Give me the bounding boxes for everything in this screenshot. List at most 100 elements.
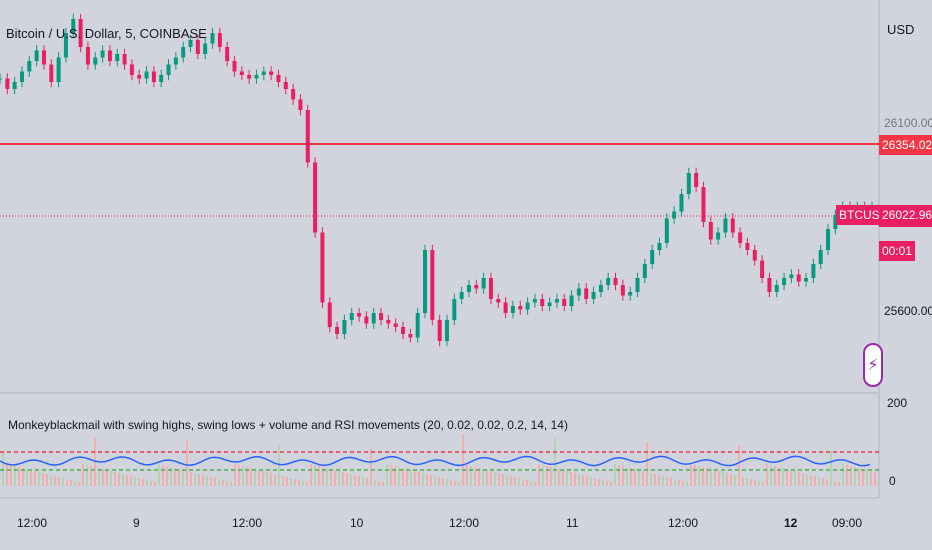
price-candle[interactable] xyxy=(225,47,230,61)
price-candle[interactable] xyxy=(598,285,603,292)
price-candle[interactable] xyxy=(723,218,728,233)
price-candle[interactable] xyxy=(239,71,244,76)
price-candle[interactable] xyxy=(254,75,259,79)
price-candle[interactable] xyxy=(27,61,32,72)
price-candle[interactable] xyxy=(19,71,24,83)
price-candle[interactable] xyxy=(305,110,310,163)
price-candle[interactable] xyxy=(195,40,200,54)
price-candle[interactable] xyxy=(247,75,252,79)
price-candle[interactable] xyxy=(379,313,384,320)
price-candle[interactable] xyxy=(63,33,68,58)
price-candle[interactable] xyxy=(635,278,640,292)
price-candle[interactable] xyxy=(474,285,479,289)
price-candle[interactable] xyxy=(833,215,838,229)
price-candle[interactable] xyxy=(430,250,435,320)
price-candle[interactable] xyxy=(5,78,10,90)
price-candle[interactable] xyxy=(34,50,39,62)
price-candle[interactable] xyxy=(547,302,552,307)
flash-icon[interactable]: ⚡ xyxy=(863,343,883,387)
price-candle[interactable] xyxy=(181,47,186,58)
price-candle[interactable] xyxy=(613,278,618,285)
price-candle[interactable] xyxy=(71,19,76,33)
price-candle[interactable] xyxy=(444,320,449,341)
price-candle[interactable] xyxy=(620,285,625,296)
price-candle[interactable] xyxy=(261,71,266,76)
price-candle[interactable] xyxy=(459,292,464,299)
price-candle[interactable] xyxy=(122,54,127,65)
price-candle[interactable] xyxy=(276,75,281,82)
price-candle[interactable] xyxy=(657,243,662,250)
price-candle[interactable] xyxy=(679,194,684,212)
price-candle[interactable] xyxy=(357,313,362,317)
price-candle[interactable] xyxy=(210,33,215,44)
price-candle[interactable] xyxy=(540,299,545,306)
indicator-title[interactable]: Monkeyblackmail with swing highs, swing … xyxy=(8,418,568,432)
price-candle[interactable] xyxy=(313,162,318,233)
price-candle[interactable] xyxy=(364,316,369,324)
price-candle[interactable] xyxy=(672,211,677,219)
symbol-tag[interactable]: BTCUSD xyxy=(836,205,892,225)
price-candle[interactable] xyxy=(569,295,574,307)
price-candle[interactable] xyxy=(85,47,90,65)
price-candle[interactable] xyxy=(166,64,171,76)
price-candle[interactable] xyxy=(510,306,515,313)
price-candle[interactable] xyxy=(650,250,655,264)
price-candle[interactable] xyxy=(269,71,274,76)
price-candle[interactable] xyxy=(320,232,325,303)
price-candle[interactable] xyxy=(466,285,471,292)
price-candle[interactable] xyxy=(93,57,98,65)
price-candle[interactable] xyxy=(41,50,46,65)
price-candle[interactable] xyxy=(738,232,743,244)
price-candle[interactable] xyxy=(532,299,537,303)
price-candle[interactable] xyxy=(232,61,237,72)
price-candle[interactable] xyxy=(562,299,567,306)
price-candle[interactable] xyxy=(591,292,596,299)
price-candle[interactable] xyxy=(335,327,340,334)
price-candle[interactable] xyxy=(423,250,428,313)
price-candle[interactable] xyxy=(0,78,2,80)
price-candle[interactable] xyxy=(760,260,765,279)
price-candle[interactable] xyxy=(716,232,721,240)
price-candle[interactable] xyxy=(159,75,164,82)
price-candle[interactable] xyxy=(628,292,633,296)
price-candle[interactable] xyxy=(56,57,61,83)
price-candle[interactable] xyxy=(730,218,735,233)
price-candle[interactable] xyxy=(503,302,508,314)
price-candle[interactable] xyxy=(342,320,347,334)
price-candle[interactable] xyxy=(606,278,611,285)
price-candle[interactable] xyxy=(78,19,83,47)
price-candle[interactable] xyxy=(818,250,823,264)
price-candle[interactable] xyxy=(496,299,501,303)
price-candle[interactable] xyxy=(107,50,112,62)
price-candle[interactable] xyxy=(767,278,772,292)
price-candle[interactable] xyxy=(408,334,413,338)
price-candle[interactable] xyxy=(12,82,17,89)
price-candle[interactable] xyxy=(518,306,523,310)
price-candle[interactable] xyxy=(826,229,831,250)
price-candle[interactable] xyxy=(452,299,457,320)
price-candle[interactable] xyxy=(393,323,398,328)
price-candle[interactable] xyxy=(283,82,288,89)
price-candle[interactable] xyxy=(525,302,530,310)
price-candle[interactable] xyxy=(752,250,757,261)
currency-label[interactable]: USD xyxy=(887,22,915,37)
price-candle[interactable] xyxy=(584,288,589,300)
price-candle[interactable] xyxy=(115,54,120,61)
price-candle[interactable] xyxy=(694,173,699,187)
price-candle[interactable] xyxy=(291,89,296,100)
price-candle[interactable] xyxy=(349,313,354,320)
price-candle[interactable] xyxy=(298,99,303,111)
price-candle[interactable] xyxy=(789,274,794,279)
price-candle[interactable] xyxy=(137,75,142,79)
price-candle[interactable] xyxy=(488,278,493,299)
price-candle[interactable] xyxy=(217,33,222,47)
price-candle[interactable] xyxy=(782,278,787,285)
price-candle[interactable] xyxy=(642,264,647,278)
price-candle[interactable] xyxy=(708,222,713,240)
price-candle[interactable] xyxy=(664,218,669,244)
last-price-tag[interactable]: 26022.96 xyxy=(879,205,932,227)
price-candle[interactable] xyxy=(386,320,391,324)
price-candle[interactable] xyxy=(774,285,779,292)
